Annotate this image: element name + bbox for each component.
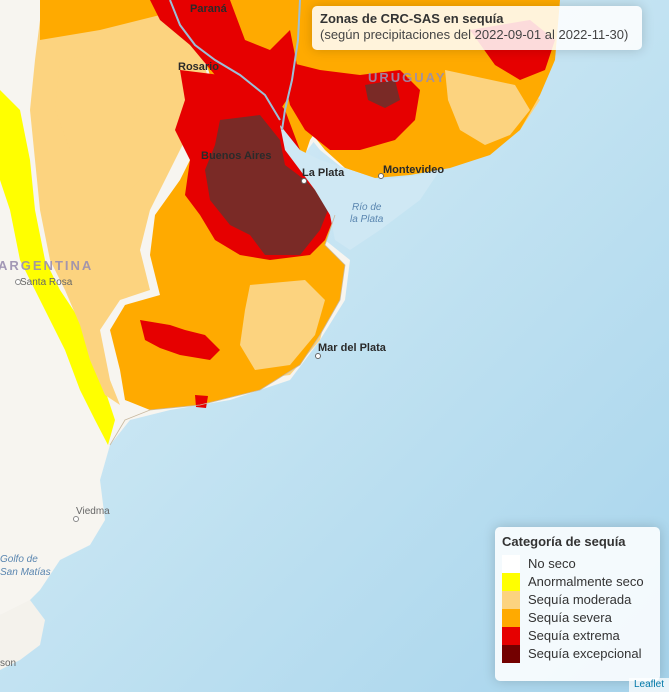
legend-swatch-no-dry <box>502 555 520 573</box>
legend: Categoría de sequía No seco Anormalmente… <box>495 527 660 681</box>
label-rosario: Rosario <box>178 61 219 73</box>
legend-item-no-dry: No seco <box>502 555 653 573</box>
zone-abnormally-dry-west <box>0 90 115 445</box>
label-santa-rosa: Santa Rosa <box>20 277 73 288</box>
legend-label: Sequía severa <box>528 610 612 625</box>
legend-label: Anormalmente seco <box>528 574 644 589</box>
zone-moderate-patch-2 <box>240 280 325 370</box>
label-la-plata: La Plata <box>302 167 345 179</box>
label-rio-1: Río de <box>352 202 382 213</box>
info-subtitle: (según precipitaciones del 2022-09-01 al… <box>320 27 629 42</box>
legend-swatch-exceptional <box>502 645 520 663</box>
uruguay-river <box>281 0 301 131</box>
legend-title: Categoría de sequía <box>502 534 626 549</box>
zone-exceptional-bsas <box>205 115 330 255</box>
label-viedma: Viedma <box>76 506 110 517</box>
legend-item-exceptional: Sequía excepcional <box>502 645 653 663</box>
rio-de-la-plata <box>280 125 440 250</box>
legend-swatch-abnormally-dry <box>502 573 520 591</box>
info-title: Zonas de CRC-SAS en sequía <box>320 11 504 26</box>
label-buenos-aires: Buenos Aires <box>201 150 272 162</box>
legend-item-severe: Sequía severa <box>502 609 653 627</box>
montevideo-marker <box>378 173 384 179</box>
zone-moderate-patch-1 <box>55 50 150 230</box>
label-rio-2: la Plata <box>350 214 384 225</box>
legend-swatch-severe <box>502 609 520 627</box>
legend-item-abnormally-dry: Anormalmente seco <box>502 573 653 591</box>
legend-label: Sequía extrema <box>528 628 620 643</box>
label-montevideo: Montevideo <box>383 164 444 176</box>
zone-exceptional-uruguay <box>365 80 400 108</box>
label-golfo-2: San Matías <box>0 567 51 578</box>
label-golfo-1: Golfo de <box>0 554 38 565</box>
info-box: Zonas de CRC-SAS en sequía (según precip… <box>312 6 642 50</box>
parana-river <box>169 0 281 121</box>
label-mar-del-plata: Mar del Plata <box>318 342 387 354</box>
zone-extreme-south <box>140 320 220 360</box>
label-son: son <box>0 658 16 669</box>
coast-outline <box>109 214 346 446</box>
legend-label: No seco <box>528 556 576 571</box>
legend-item-extreme: Sequía extrema <box>502 627 653 645</box>
legend-swatch-moderate <box>502 591 520 609</box>
santa-rosa-marker <box>15 279 21 285</box>
legend-label: Sequía excepcional <box>528 646 642 661</box>
viedma-marker <box>73 516 79 522</box>
la-plata-marker <box>301 178 307 184</box>
label-parana: Paraná <box>190 3 228 15</box>
label-argentina: ARGENTINA <box>0 258 93 273</box>
zone-moderate-patch-3 <box>445 70 530 145</box>
attribution-link[interactable]: Leaflet <box>628 678 669 692</box>
mar-del-plata-marker <box>315 353 321 359</box>
zone-extreme-north <box>150 0 300 110</box>
legend-item-moderate: Sequía moderada <box>502 591 653 609</box>
label-uruguay: URUGUAY <box>368 70 447 85</box>
land-south-base <box>0 600 45 670</box>
zone-extreme-sw <box>195 395 208 408</box>
legend-swatch-extreme <box>502 627 520 645</box>
legend-label: Sequía moderada <box>528 592 632 607</box>
